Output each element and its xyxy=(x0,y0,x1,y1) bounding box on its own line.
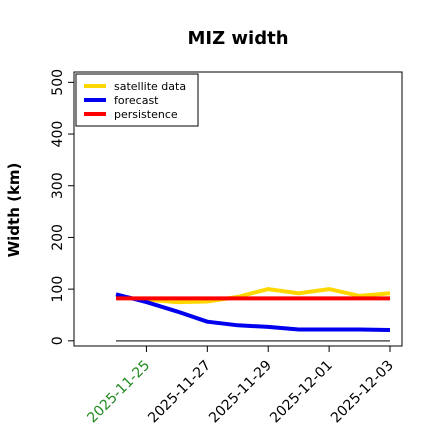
y-tick-label: 100 xyxy=(50,276,66,303)
plot-area: 01002003004005002025-11-252025-11-272025… xyxy=(50,69,403,427)
y-tick-label: 300 xyxy=(50,172,66,199)
legend-label: satellite data xyxy=(114,80,186,93)
plot-frame xyxy=(73,71,403,347)
x-tick-label: 2025-11-27 xyxy=(145,358,214,427)
y-tick-label: 0 xyxy=(50,336,66,345)
y-axis-label: Width (km) xyxy=(5,163,23,258)
y-tick-label: 400 xyxy=(50,121,66,148)
legend-label: forecast xyxy=(114,94,159,107)
series-line-forecast xyxy=(115,292,391,332)
y-tick-label: 200 xyxy=(50,224,66,251)
x-tick-label: 2025-11-29 xyxy=(206,358,275,427)
series-line-satellite-data xyxy=(146,287,391,305)
x-tick-label: 2025-11-25 xyxy=(84,358,153,427)
chart-title: MIZ width xyxy=(187,28,288,49)
x-tick-label: 2025-12-01 xyxy=(267,358,336,427)
x-tick-label: 2025-12-03 xyxy=(328,358,397,427)
legend-label: persistence xyxy=(114,108,178,121)
y-tick-label: 500 xyxy=(50,69,66,96)
